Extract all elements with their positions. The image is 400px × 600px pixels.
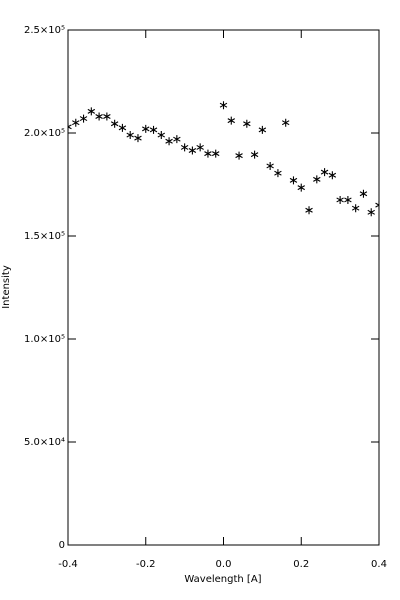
x-axis-label: Wavelength [A] [184, 574, 261, 585]
point [103, 112, 111, 121]
point [196, 143, 204, 152]
point [250, 150, 259, 159]
y-tick-label: 2.0×10⁵ [24, 128, 65, 139]
point [289, 176, 298, 185]
y-axis-label: Intensity [1, 265, 12, 309]
y-tick-label: 5.0×10⁴ [24, 437, 65, 448]
point [227, 116, 236, 125]
x-tick-label: 0.4 [371, 559, 387, 570]
point [274, 169, 282, 178]
point [165, 137, 173, 146]
point [219, 101, 228, 110]
point [235, 151, 243, 160]
point [297, 183, 305, 192]
point [320, 168, 329, 177]
point [313, 175, 321, 184]
point [204, 149, 212, 158]
point [336, 195, 344, 204]
x-tick-label: 0.2 [293, 559, 309, 570]
points [68, 101, 379, 217]
point [95, 112, 103, 121]
point [258, 125, 267, 134]
point [211, 149, 220, 158]
point [188, 146, 197, 155]
point [180, 143, 189, 152]
x-tick-label: -0.2 [136, 559, 156, 570]
y-tick-label: 2.5×10⁵ [24, 25, 65, 36]
point [87, 107, 96, 116]
point [351, 204, 360, 213]
point [126, 131, 134, 140]
point [367, 208, 375, 217]
x-tick-label: -0.4 [58, 559, 78, 570]
y-tick-label: 1.0×10⁵ [24, 334, 65, 345]
point [157, 131, 166, 140]
point [142, 124, 150, 133]
point [266, 161, 274, 170]
point [72, 118, 80, 127]
point [79, 114, 88, 123]
point [118, 123, 127, 132]
point [149, 125, 158, 134]
point [344, 195, 352, 204]
point [134, 134, 142, 143]
point [110, 119, 119, 128]
point [328, 171, 337, 180]
point [305, 206, 313, 215]
y-tick-label: 0 [59, 540, 65, 551]
point [375, 201, 379, 210]
y-tick-label: 1.5×10⁵ [24, 231, 65, 242]
point [281, 118, 290, 127]
point [243, 119, 251, 128]
x-tick-label: 0.0 [216, 559, 232, 570]
point [173, 135, 181, 144]
point [359, 189, 368, 198]
point [68, 122, 72, 131]
